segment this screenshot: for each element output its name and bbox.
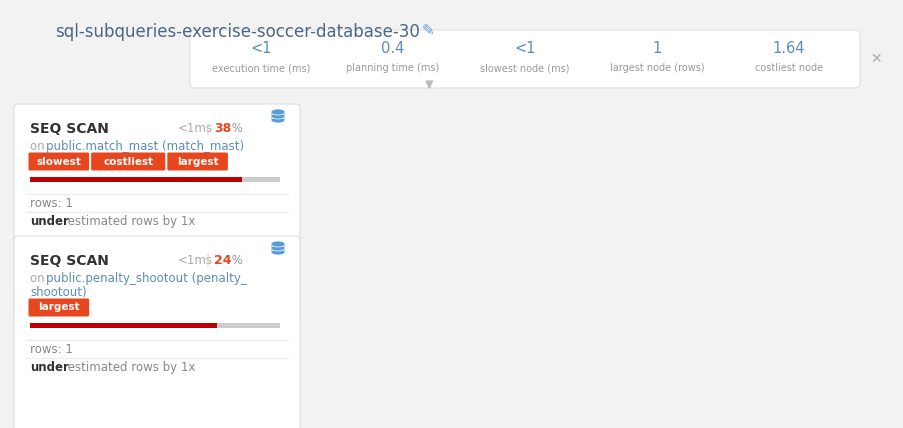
Text: largest: largest (38, 303, 79, 312)
Text: |: | (206, 254, 209, 267)
Bar (30, 323, 280, 328)
Text: on: on (30, 140, 49, 153)
FancyBboxPatch shape (167, 152, 228, 170)
FancyBboxPatch shape (190, 30, 859, 88)
Bar (30, 177, 242, 182)
FancyBboxPatch shape (29, 298, 89, 316)
Text: 1.64: 1.64 (772, 41, 805, 56)
Text: costliest: costliest (103, 157, 154, 166)
FancyBboxPatch shape (14, 236, 300, 428)
Text: <1ms: <1ms (178, 122, 213, 135)
FancyBboxPatch shape (91, 152, 165, 170)
Text: <1ms: <1ms (178, 254, 213, 267)
Bar (30, 323, 218, 328)
FancyBboxPatch shape (14, 104, 300, 322)
Text: %: % (228, 254, 243, 267)
Text: 1: 1 (652, 41, 661, 56)
Text: under: under (30, 361, 69, 374)
Text: 0.4: 0.4 (381, 41, 405, 56)
Text: 24: 24 (214, 254, 231, 267)
FancyBboxPatch shape (29, 152, 89, 170)
Text: execution time (ms): execution time (ms) (211, 63, 310, 73)
Text: under: under (30, 215, 69, 228)
Bar (30, 177, 280, 182)
Text: estimated rows by 1x: estimated rows by 1x (64, 215, 195, 228)
Text: slowest node (ms): slowest node (ms) (479, 63, 569, 73)
Text: <1: <1 (250, 41, 272, 56)
Text: 38: 38 (214, 122, 231, 135)
Text: largest node (rows): largest node (rows) (609, 63, 703, 73)
Text: rows: 1: rows: 1 (30, 343, 73, 356)
Text: estimated rows by 1x: estimated rows by 1x (64, 361, 195, 374)
Ellipse shape (271, 241, 284, 247)
FancyBboxPatch shape (271, 112, 284, 120)
Text: |: | (206, 122, 209, 135)
Text: shootout): shootout) (30, 286, 87, 299)
Text: ✕: ✕ (870, 52, 880, 66)
Ellipse shape (271, 113, 284, 119)
FancyBboxPatch shape (271, 244, 284, 252)
Text: on: on (30, 272, 49, 285)
Text: largest: largest (177, 157, 219, 166)
Ellipse shape (271, 245, 284, 251)
Text: SEQ SCAN: SEQ SCAN (30, 122, 108, 136)
Text: <1: <1 (514, 41, 535, 56)
Text: SEQ SCAN: SEQ SCAN (30, 254, 108, 268)
Text: slowest: slowest (36, 157, 81, 166)
Text: planning time (ms): planning time (ms) (346, 63, 439, 73)
Text: costliest node: costliest node (754, 63, 822, 73)
Text: rows: 1: rows: 1 (30, 197, 73, 210)
Ellipse shape (271, 109, 284, 115)
Text: sql-subqueries-exercise-soccer-database-30: sql-subqueries-exercise-soccer-database-… (55, 23, 419, 41)
Text: %: % (228, 122, 243, 135)
Text: public.penalty_shootout (penalty_: public.penalty_shootout (penalty_ (45, 272, 247, 285)
Ellipse shape (271, 249, 284, 255)
Text: public.match_mast (match_mast): public.match_mast (match_mast) (45, 140, 244, 153)
Text: ✎: ✎ (422, 23, 434, 38)
Ellipse shape (271, 117, 284, 123)
